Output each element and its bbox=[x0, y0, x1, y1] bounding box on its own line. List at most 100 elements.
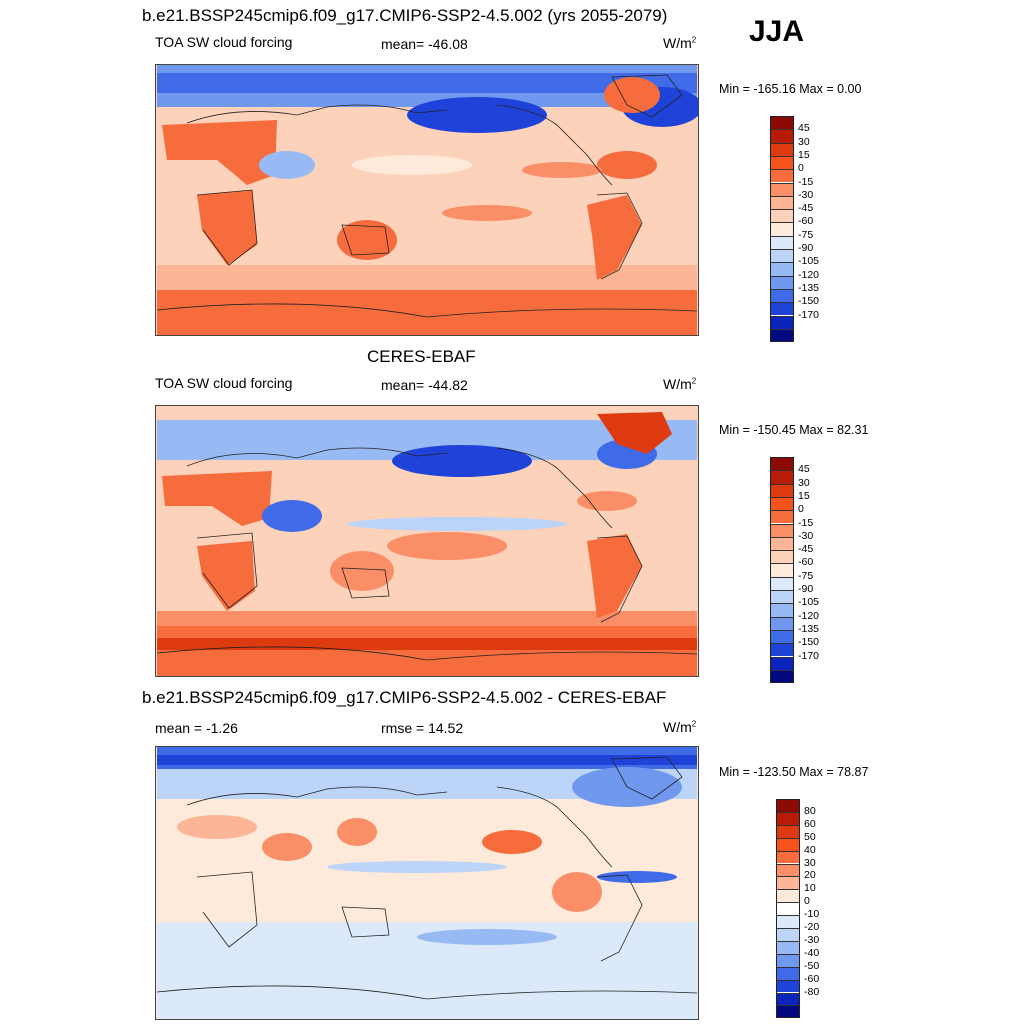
units-label: W/m2 bbox=[663, 35, 697, 51]
colorbar-segment bbox=[776, 940, 800, 954]
colorbar-tick-label: -135 bbox=[798, 281, 820, 294]
colorbar-segment bbox=[770, 563, 794, 577]
units-label: W/m2 bbox=[663, 719, 697, 735]
colorbar-tick-label: -50 bbox=[804, 959, 820, 972]
colorbar-segment bbox=[770, 643, 794, 657]
colorbar-segment bbox=[770, 249, 794, 263]
colorbar-tick-label: -150 bbox=[798, 295, 820, 308]
colorbar-tick-label: 60 bbox=[804, 817, 816, 830]
colorbar-segment bbox=[770, 235, 794, 249]
colorbar-frame bbox=[770, 116, 794, 343]
variable-label: TOA SW cloud forcing bbox=[155, 375, 293, 391]
colorbar-segment bbox=[770, 590, 794, 604]
mean-label: mean = -1.26 bbox=[155, 720, 238, 736]
colorbar-tick-label: -135 bbox=[798, 622, 820, 635]
colorbar-segment bbox=[770, 169, 794, 183]
colorbar-frame bbox=[770, 457, 794, 684]
colorbar-segment bbox=[770, 550, 794, 564]
colorbar-segment bbox=[776, 876, 800, 890]
colorbar-tick-label: 50 bbox=[804, 830, 816, 843]
colorbar-segment bbox=[770, 209, 794, 223]
colorbar-segment bbox=[776, 979, 800, 993]
colorbar-segment bbox=[770, 302, 794, 316]
colorbar-tick-label: -80 bbox=[804, 985, 820, 998]
units-label: W/m2 bbox=[663, 376, 697, 392]
colorbar-tick-label: -20 bbox=[804, 921, 820, 933]
map-field bbox=[156, 406, 698, 676]
colorbar-tick-label: 15 bbox=[798, 148, 810, 161]
colorbar-tick-label: -75 bbox=[798, 569, 814, 582]
colorbar-tick-label: 40 bbox=[804, 843, 816, 856]
colorbar-segment bbox=[776, 1005, 800, 1019]
colorbar-tick-label: 30 bbox=[798, 476, 810, 489]
colorbar-segment bbox=[770, 603, 794, 617]
colorbar-segment bbox=[770, 510, 794, 524]
colorbar-segment bbox=[776, 799, 800, 812]
colorbar-tick-label: 80 bbox=[804, 804, 816, 817]
colorbar-tick-label: 15 bbox=[798, 489, 810, 502]
panel-title: b.e21.BSSP245cmip6.f09_g17.CMIP6-SSP2-4.… bbox=[142, 6, 668, 25]
colorbar-tick-label: -60 bbox=[798, 556, 814, 569]
colorbar-segment bbox=[776, 889, 800, 903]
colorbar-segment bbox=[770, 629, 794, 644]
colorbar-tick-label: -60 bbox=[798, 215, 814, 228]
colorbar-tick-label: -60 bbox=[804, 972, 820, 985]
colorbar-tick-label: 30 bbox=[804, 856, 816, 869]
colorbar-segment bbox=[770, 523, 794, 537]
colorbar-segment bbox=[776, 850, 800, 864]
colorbar-segment bbox=[770, 457, 794, 471]
colorbar-segment bbox=[770, 116, 794, 130]
panel-title: CERES-EBAF bbox=[367, 347, 476, 366]
colorbar-tick-label: -105 bbox=[798, 255, 820, 268]
colorbar-segment bbox=[776, 953, 800, 967]
colorbar-tick-label: 0 bbox=[804, 895, 810, 908]
colorbar-segment bbox=[770, 275, 794, 289]
colorbar-segment bbox=[770, 496, 794, 511]
colorbar-tick-label: -120 bbox=[798, 268, 820, 281]
colorbar-segment bbox=[770, 155, 794, 170]
mean-label: mean= -46.08 bbox=[381, 36, 468, 52]
colorbar-segment bbox=[770, 129, 794, 143]
colorbar-tick-label: -45 bbox=[798, 202, 814, 215]
min-max-label: Min = -150.45 Max = 82.31 bbox=[719, 423, 869, 437]
colorbar-segment bbox=[770, 315, 794, 329]
variable-label: TOA SW cloud forcing bbox=[155, 34, 293, 50]
colorbar-segment bbox=[770, 669, 794, 684]
season-label: JJA bbox=[749, 15, 805, 48]
colorbar-tick-label: -15 bbox=[798, 175, 814, 188]
colorbar-tick-label: -120 bbox=[798, 609, 820, 622]
colorbar-tick-label: -170 bbox=[798, 649, 820, 662]
colorbar: 45 30 15 0 -15 -30 -45 -60 -75 -90 -105 -120 -135 -15… bbox=[770, 457, 819, 684]
colorbar-segment bbox=[770, 470, 794, 484]
colorbar-tick-label: -15 bbox=[798, 516, 814, 529]
map-plot bbox=[155, 405, 699, 677]
colorbar-segment bbox=[770, 536, 794, 551]
colorbar-segment bbox=[776, 824, 800, 838]
colorbar-tick-label: -90 bbox=[798, 242, 814, 254]
colorbar-tick-label: 20 bbox=[804, 869, 816, 882]
colorbar-segment bbox=[776, 992, 800, 1006]
map-plot bbox=[155, 746, 699, 1020]
colorbar-segment bbox=[776, 811, 800, 825]
colorbar-tick-label: 0 bbox=[798, 162, 804, 175]
colorbar-segment bbox=[770, 656, 794, 670]
colorbar-segment bbox=[770, 576, 794, 590]
min-max-label: Min = -123.50 Max = 78.87 bbox=[719, 765, 869, 779]
colorbar-segment bbox=[770, 616, 794, 630]
colorbar-tick-label: 45 bbox=[798, 122, 810, 135]
colorbar-tick-label: 0 bbox=[798, 503, 804, 516]
colorbar-tick-label: -30 bbox=[804, 933, 820, 946]
panel-title: b.e21.BSSP245cmip6.f09_g17.CMIP6-SSP2-4.… bbox=[142, 688, 667, 707]
min-max-label: Min = -165.16 Max = 0.00 bbox=[719, 82, 862, 96]
colorbar-frame bbox=[776, 799, 800, 1019]
colorbar-tick-label: -45 bbox=[798, 543, 814, 556]
colorbar-tick-label: -75 bbox=[798, 228, 814, 241]
map-plot bbox=[155, 64, 699, 336]
colorbar: 80 60 50 40 30 20 10 0 -10 -20 -30 -40 -50 -60 -80 bbox=[776, 799, 819, 1019]
colorbar-segment bbox=[770, 262, 794, 276]
colorbar-segment bbox=[776, 837, 800, 851]
colorbar-tick-label: -170 bbox=[798, 308, 820, 321]
colorbar-segment bbox=[770, 142, 794, 156]
colorbar-segment bbox=[770, 483, 794, 497]
colorbar-segment bbox=[776, 966, 800, 980]
